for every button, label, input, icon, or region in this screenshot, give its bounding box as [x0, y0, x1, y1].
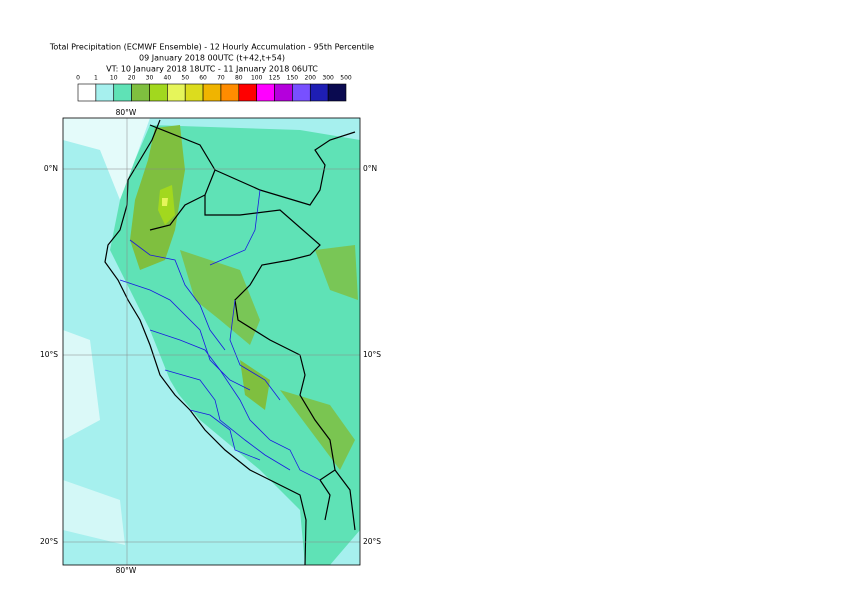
legend-swatch	[131, 83, 150, 102]
legend-label: 300	[322, 75, 334, 82]
graticule	[63, 118, 360, 565]
precip-area	[162, 198, 168, 206]
legend-label: 100	[251, 75, 263, 82]
precip-area	[280, 390, 355, 470]
legend-label: 80	[235, 75, 243, 82]
legend-label: 10	[110, 75, 118, 82]
admin-boundaries	[119, 189, 321, 481]
legend-swatch	[238, 83, 257, 102]
ocean-patch	[63, 118, 150, 200]
legend-swatch	[292, 83, 311, 102]
legend-label: 200	[305, 75, 317, 82]
map	[63, 118, 360, 565]
lon-label: 80°W	[116, 566, 137, 575]
lat-label: 0°N	[44, 164, 58, 173]
precip-area	[130, 125, 185, 270]
subtitle: 09 January 2018 00UTC (t+42,t+54)	[139, 54, 285, 63]
lat-label: 0°N	[363, 164, 377, 173]
legend-swatch	[167, 83, 186, 102]
lon-label: 80°W	[116, 108, 137, 117]
legend-swatch	[184, 83, 204, 102]
precip-area	[240, 360, 270, 410]
subtitle: VT: 10 January 2018 18UTC - 11 January 2…	[106, 65, 318, 74]
precip-area	[315, 245, 358, 300]
legend-swatch	[220, 83, 240, 102]
legend-label: 0	[76, 75, 80, 82]
map-frame	[62, 117, 361, 566]
title: Total Precipitation (ECMWF Ensemble) - 1…	[49, 43, 374, 52]
legend-label: 20	[128, 75, 136, 82]
legend-label: 150	[287, 75, 299, 82]
legend-swatch	[113, 83, 132, 102]
legend-label: 70	[217, 75, 225, 82]
lat-label: 10°S	[40, 350, 58, 359]
legend-swatch	[327, 83, 347, 102]
legend-swatch	[95, 83, 115, 102]
legend-label: 1	[94, 75, 98, 82]
legend-swatch	[149, 83, 168, 102]
legend-label: 40	[164, 75, 172, 82]
legend-swatch	[202, 83, 222, 102]
legend-label: 60	[199, 75, 207, 82]
legend: 0 1 10 20 30 40 50 60 70 80 100 125 150 200 300 500	[76, 75, 352, 102]
ocean-patch	[63, 480, 125, 545]
coastline	[104, 119, 356, 565]
legend-swatch	[256, 83, 275, 102]
legend-swatch	[77, 83, 97, 102]
lat-label: 10°S	[363, 350, 381, 359]
lat-label: 20°S	[40, 537, 58, 546]
lat-label: 20°S	[363, 537, 381, 546]
legend-label: 125	[269, 75, 281, 82]
legend-label: 30	[146, 75, 154, 82]
legend-label: 500	[340, 75, 352, 82]
legend-swatch	[309, 83, 329, 102]
precip-area	[150, 360, 305, 565]
legend-swatch	[274, 83, 293, 102]
legend-label: 50	[181, 75, 189, 82]
ocean-patch	[63, 330, 100, 440]
